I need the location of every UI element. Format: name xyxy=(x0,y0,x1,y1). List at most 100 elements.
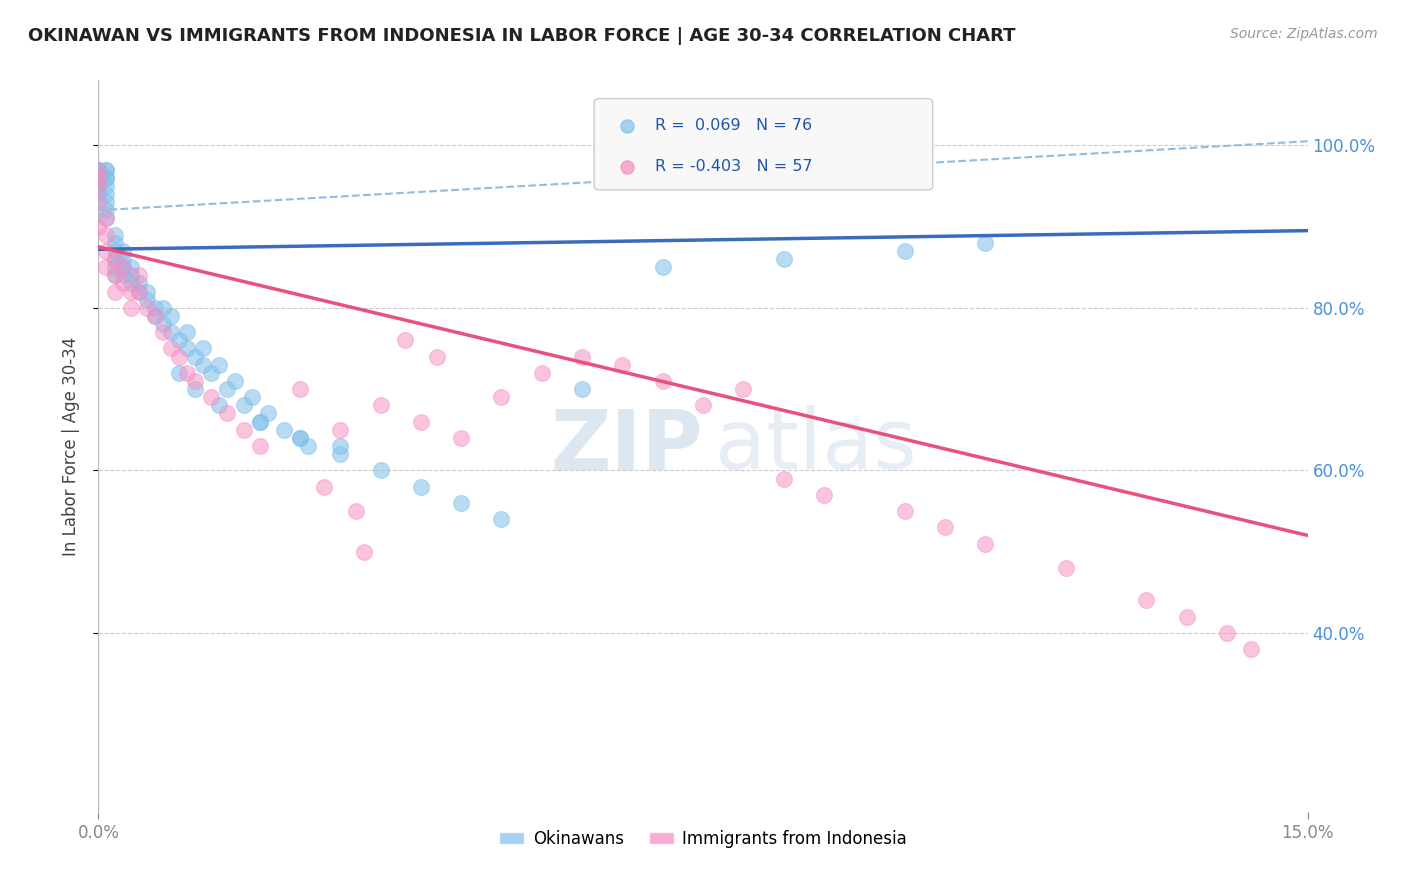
Point xyxy=(87,170,110,185)
Point xyxy=(96,244,118,258)
Point xyxy=(135,301,157,315)
Point xyxy=(1135,593,1157,607)
Point xyxy=(176,366,198,380)
Point xyxy=(96,170,118,185)
Point xyxy=(87,195,110,210)
Point xyxy=(184,382,207,396)
Point xyxy=(193,342,215,356)
Point xyxy=(120,260,142,275)
Point xyxy=(152,317,174,331)
Point xyxy=(135,285,157,299)
Point xyxy=(772,471,794,485)
Point xyxy=(571,350,593,364)
Point xyxy=(96,162,118,177)
Point xyxy=(733,382,755,396)
Point xyxy=(160,325,183,339)
Point xyxy=(394,334,416,348)
Point xyxy=(409,415,432,429)
Point xyxy=(103,235,125,250)
Point xyxy=(1054,561,1077,575)
Point xyxy=(167,350,190,364)
Point xyxy=(143,301,166,315)
Point xyxy=(96,227,118,242)
Point xyxy=(135,293,157,307)
Point xyxy=(893,244,915,258)
Point xyxy=(256,407,278,421)
Point xyxy=(1175,609,1198,624)
Point xyxy=(193,358,215,372)
Point xyxy=(96,178,118,193)
Point xyxy=(87,162,110,177)
Point xyxy=(974,536,997,550)
Point xyxy=(96,211,118,226)
Point xyxy=(120,277,142,291)
Point xyxy=(87,178,110,193)
Point xyxy=(96,162,118,177)
Point xyxy=(96,203,118,218)
Point xyxy=(249,415,271,429)
Point xyxy=(288,382,311,396)
Point xyxy=(103,268,125,283)
Point xyxy=(103,227,125,242)
Point xyxy=(329,439,352,453)
Point xyxy=(314,480,336,494)
Point xyxy=(974,235,997,250)
Point xyxy=(143,309,166,323)
Point xyxy=(152,325,174,339)
Point xyxy=(329,447,352,461)
Point xyxy=(96,195,118,210)
Point xyxy=(651,374,673,388)
Point xyxy=(530,366,553,380)
Point xyxy=(893,504,915,518)
Point xyxy=(288,431,311,445)
Point xyxy=(87,219,110,234)
Point xyxy=(370,463,392,477)
Point xyxy=(128,285,150,299)
FancyBboxPatch shape xyxy=(595,99,932,190)
Point xyxy=(176,325,198,339)
Point xyxy=(813,488,835,502)
Point xyxy=(111,260,134,275)
Point xyxy=(184,374,207,388)
Y-axis label: In Labor Force | Age 30-34: In Labor Force | Age 30-34 xyxy=(62,336,80,556)
Point xyxy=(103,285,125,299)
Point xyxy=(87,170,110,185)
Point xyxy=(87,162,110,177)
Point xyxy=(96,170,118,185)
Point xyxy=(120,268,142,283)
Text: R =  0.069   N = 76: R = 0.069 N = 76 xyxy=(655,118,811,133)
Point xyxy=(249,439,271,453)
Point xyxy=(87,187,110,202)
Point xyxy=(111,244,134,258)
Point xyxy=(1240,642,1263,657)
Point xyxy=(288,431,311,445)
Point xyxy=(217,407,239,421)
Point xyxy=(224,374,246,388)
Point xyxy=(200,366,222,380)
Point xyxy=(426,350,449,364)
Point xyxy=(103,252,125,266)
Legend: Okinawans, Immigrants from Indonesia: Okinawans, Immigrants from Indonesia xyxy=(492,823,914,855)
Point xyxy=(160,342,183,356)
Point xyxy=(370,398,392,412)
Point xyxy=(111,268,134,283)
Point xyxy=(217,382,239,396)
Point xyxy=(651,260,673,275)
Point xyxy=(450,431,472,445)
Point xyxy=(111,277,134,291)
Point xyxy=(571,382,593,396)
Point xyxy=(273,423,295,437)
Point xyxy=(111,260,134,275)
Point xyxy=(772,252,794,266)
Point xyxy=(409,480,432,494)
Point xyxy=(96,187,118,202)
Point xyxy=(87,178,110,193)
Point xyxy=(491,512,513,526)
Point xyxy=(240,390,263,404)
Point xyxy=(103,260,125,275)
Point xyxy=(692,398,714,412)
Point xyxy=(450,496,472,510)
Point xyxy=(87,162,110,177)
Point xyxy=(249,415,271,429)
Point xyxy=(232,398,254,412)
